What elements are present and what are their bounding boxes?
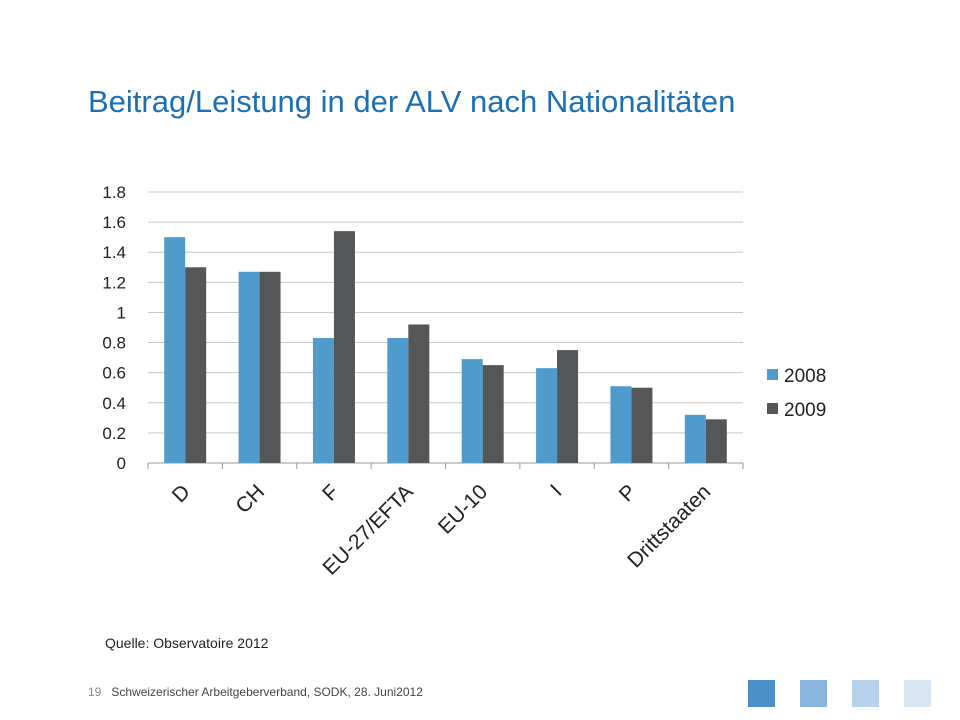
y-tick-label: 0.8 bbox=[102, 334, 126, 353]
bar-2009 bbox=[259, 271, 281, 463]
bar-2009 bbox=[408, 324, 430, 463]
x-tick-label: F bbox=[318, 480, 343, 505]
bar-2008 bbox=[536, 368, 558, 463]
bar-2009 bbox=[333, 231, 355, 463]
y-tick-label: 0.2 bbox=[102, 424, 126, 443]
legend-label: 2009 bbox=[784, 400, 826, 421]
bar-2009 bbox=[631, 387, 653, 463]
y-tick-label: 1.6 bbox=[102, 213, 126, 232]
footer-square bbox=[852, 680, 879, 707]
source-note: Quelle: Observatoire 2012 bbox=[105, 635, 269, 651]
legend-swatch-2008 bbox=[767, 369, 778, 380]
bar-2009 bbox=[482, 365, 504, 463]
y-tick-label: 1.8 bbox=[102, 183, 126, 202]
page-number: 19 bbox=[88, 685, 102, 699]
footer-square bbox=[904, 680, 931, 707]
y-tick-label: 0.4 bbox=[102, 394, 126, 413]
bar-2008 bbox=[610, 386, 632, 463]
footer-text: Schweizerischer Arbeitgeberverband, SODK… bbox=[111, 685, 423, 699]
bar-2009 bbox=[557, 350, 579, 463]
y-tick-label: 0.6 bbox=[102, 364, 126, 383]
x-tick-label: EU-10 bbox=[434, 480, 492, 538]
bar-2008 bbox=[164, 237, 186, 463]
page-title: Beitrag/Leistung in der ALV nach Nationa… bbox=[88, 84, 736, 119]
bar-2008 bbox=[684, 414, 706, 463]
bar-2008 bbox=[461, 359, 483, 463]
x-tick-label: I bbox=[546, 480, 566, 500]
x-tick-label: CH bbox=[231, 480, 269, 518]
footer-square bbox=[800, 680, 827, 707]
footer-square bbox=[748, 680, 775, 707]
y-tick-label: 0 bbox=[117, 454, 126, 473]
legend-swatch-2009 bbox=[767, 403, 778, 414]
footer: 19 Schweizerischer Arbeitgeberverband, SO… bbox=[88, 685, 423, 699]
bar-2008 bbox=[238, 271, 260, 463]
x-tick-label: D bbox=[168, 480, 195, 507]
y-tick-label: 1.2 bbox=[102, 273, 126, 292]
bar-2008 bbox=[387, 338, 409, 463]
y-tick-label: 1.4 bbox=[102, 243, 126, 262]
bar-2008 bbox=[312, 338, 334, 463]
legend-label: 2008 bbox=[784, 366, 826, 387]
bar-2009 bbox=[185, 267, 207, 463]
x-tick-label: P bbox=[615, 480, 641, 506]
y-tick-label: 1 bbox=[117, 303, 126, 322]
bar-2009 bbox=[705, 419, 727, 463]
